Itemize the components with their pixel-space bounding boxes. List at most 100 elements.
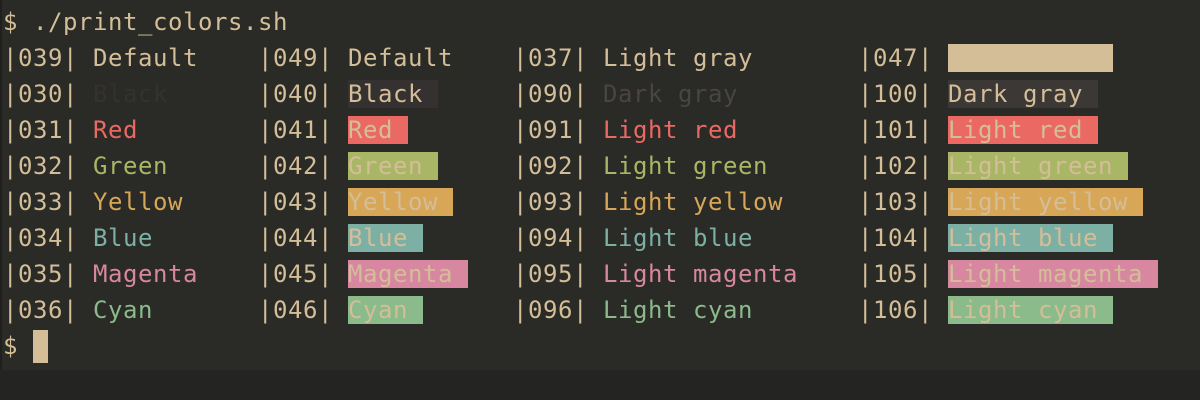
command-line: $ ./print_colors.sh [3, 4, 1200, 40]
color-code-label: |101| [858, 116, 948, 144]
prompt-symbol: $ [3, 332, 33, 360]
color-code-label: |094| [513, 224, 603, 252]
color-code-label: |030| [3, 80, 93, 108]
color-swatch: Red [348, 116, 408, 144]
color-swatch: Blue [348, 224, 423, 252]
color-name: Magenta [93, 260, 198, 288]
spacer [768, 152, 858, 180]
color-code-label: |044| [258, 224, 348, 252]
spacer [738, 116, 858, 144]
color-code-label: |033| [3, 188, 93, 216]
output-row: |035| Magenta |045| Magenta |095| Light … [3, 256, 1200, 292]
color-name: Light red [603, 116, 738, 144]
output-row: |036| Cyan |046| Cyan |096| Light cyan |… [3, 292, 1200, 328]
output-row: |034| Blue |044| Blue |094| Light blue |… [3, 220, 1200, 256]
color-name: Red [93, 116, 138, 144]
color-code-label: |095| [513, 260, 603, 288]
spacer [753, 296, 858, 324]
color-swatch: Dark gray [948, 80, 1098, 108]
color-code-label: |105| [858, 260, 948, 288]
color-code-label: |049| [258, 44, 348, 72]
color-name: Light gray [603, 44, 753, 72]
color-swatch: Light red [948, 116, 1098, 144]
color-code-label: |042| [258, 152, 348, 180]
color-code-label: |102| [858, 152, 948, 180]
color-code-label: |092| [513, 152, 603, 180]
spacer [153, 296, 258, 324]
color-swatch: Light green [948, 152, 1128, 180]
color-code-label: |040| [258, 80, 348, 108]
color-code-label: |045| [258, 260, 348, 288]
color-code-label: |096| [513, 296, 603, 324]
command-text: ./print_colors.sh [33, 8, 288, 36]
window-left-edge [0, 0, 2, 400]
output-row: |033| Yellow |043| Yellow |093| Light ye… [3, 184, 1200, 220]
color-swatch: Light gray [948, 44, 1113, 72]
color-swatch: Magenta [348, 260, 468, 288]
spacer [198, 260, 258, 288]
color-swatch: Cyan [348, 296, 423, 324]
color-swatch: Black [348, 80, 438, 108]
output-row: |032| Green |042| Green |092| Light gree… [3, 148, 1200, 184]
spacer [423, 224, 513, 252]
color-code-label: |100| [858, 80, 948, 108]
color-swatch: Default [348, 44, 468, 72]
color-name: Dark gray [603, 80, 738, 108]
prompt-line[interactable]: $ [3, 328, 1200, 364]
color-name: Green [93, 152, 168, 180]
color-code-label: |103| [858, 188, 948, 216]
spacer [198, 44, 258, 72]
color-code-label: |046| [258, 296, 348, 324]
color-code-label: |039| [3, 44, 93, 72]
spacer [168, 80, 258, 108]
color-code-label: |043| [258, 188, 348, 216]
color-code-label: |106| [858, 296, 948, 324]
output-row: |039| Default |049| Default |037| Light … [3, 40, 1200, 76]
color-swatch: Light cyan [948, 296, 1113, 324]
color-code-label: |036| [3, 296, 93, 324]
color-code-label: |037| [513, 44, 603, 72]
color-code-label: |047| [858, 44, 948, 72]
color-code-label: |091| [513, 116, 603, 144]
color-code-label: |031| [3, 116, 93, 144]
color-name: Blue [93, 224, 153, 252]
color-code-label: |090| [513, 80, 603, 108]
color-name: Black [93, 80, 168, 108]
spacer [423, 296, 513, 324]
color-swatch: Green [348, 152, 438, 180]
color-name: Light yellow [603, 188, 783, 216]
color-swatch: Yellow [348, 188, 453, 216]
spacer [468, 44, 513, 72]
color-name: Light blue [603, 224, 753, 252]
color-name: Light cyan [603, 296, 753, 324]
spacer [798, 260, 858, 288]
spacer [738, 80, 858, 108]
color-name: Default [93, 44, 198, 72]
output-row: |030| Black |040| Black |090| Dark gray … [3, 76, 1200, 112]
spacer [168, 152, 258, 180]
color-code-label: |034| [3, 224, 93, 252]
spacer [153, 224, 258, 252]
color-table: |039| Default |049| Default |037| Light … [3, 40, 1200, 328]
prompt-symbol: $ [3, 8, 33, 36]
spacer [408, 116, 513, 144]
color-swatch: Light magenta [948, 260, 1158, 288]
window-bottom-edge [0, 370, 1200, 400]
spacer [438, 152, 513, 180]
spacer [438, 80, 513, 108]
spacer [753, 44, 858, 72]
spacer [453, 188, 513, 216]
spacer [753, 224, 858, 252]
spacer [783, 188, 858, 216]
color-swatch: Light blue [948, 224, 1113, 252]
color-name: Light green [603, 152, 768, 180]
spacer [468, 260, 513, 288]
output-row: |031| Red |041| Red |091| Light red |101… [3, 112, 1200, 148]
terminal-screen[interactable]: $ ./print_colors.sh |039| Default |049| … [3, 4, 1200, 364]
cursor-block [33, 330, 48, 363]
color-code-label: |104| [858, 224, 948, 252]
color-code-label: |093| [513, 188, 603, 216]
color-code-label: |041| [258, 116, 348, 144]
spacer [183, 188, 258, 216]
color-name: Light magenta [603, 260, 798, 288]
